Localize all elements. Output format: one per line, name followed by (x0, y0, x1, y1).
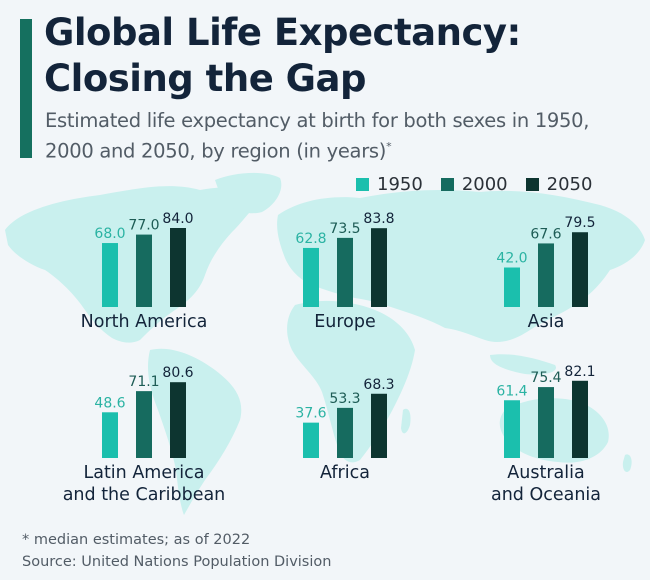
legend-item-1950: 1950 (356, 174, 423, 195)
legend-item-2000: 2000 (440, 174, 508, 195)
footnote-source: Source: United Nations Population Divisi… (22, 554, 332, 570)
page-title: Global Life Expectancy: Closing the Gap (44, 10, 521, 102)
legend-item-2050: 2050 (525, 174, 593, 195)
title-line-1: Global Life Expectancy: (44, 11, 521, 54)
value-label-2000: 75.4 (530, 370, 561, 386)
value-label-1950: 61.4 (496, 383, 527, 399)
legend-swatch-1950 (356, 178, 369, 191)
bar-2000 (337, 407, 353, 458)
region-group-asia: 42.067.679.5 Asia (496, 215, 595, 332)
bar-1950 (102, 243, 118, 307)
footnote-note: * median estimates; as of 2022 (22, 532, 251, 548)
value-label-2000: 77.0 (128, 218, 159, 234)
map-north-america (5, 186, 262, 343)
value-label-2000: 53.3 (329, 391, 360, 407)
subtitle-footnote-marker: * (386, 140, 392, 153)
legend-swatch-2050 (525, 178, 539, 191)
bar-2000 (337, 237, 353, 307)
value-label-2050: 84.0 (162, 211, 193, 227)
chart-legend: 1950 2000 2050 (356, 174, 592, 195)
region-label: Latin America (83, 463, 204, 483)
subtitle-line-2: 2000 and 2050, by region (in years) (45, 139, 387, 163)
region-group-europe: 62.873.583.8 Europe (295, 211, 394, 332)
value-label-2050: 83.8 (363, 211, 394, 227)
value-label-1950: 48.6 (94, 395, 125, 411)
value-label-2050: 80.6 (162, 365, 193, 381)
value-label-1950: 37.6 (295, 406, 326, 422)
bar-2050 (371, 228, 387, 307)
region-label: and Oceania (491, 485, 601, 505)
value-label-1950: 68.0 (94, 226, 125, 242)
value-label-2050: 68.3 (363, 377, 394, 393)
map-madagascar (401, 408, 411, 434)
value-label-2050: 79.5 (564, 215, 595, 231)
bar-2050 (572, 232, 588, 307)
value-label-1950: 62.8 (295, 231, 326, 247)
subtitle: Estimated life expectancy at birth for b… (45, 108, 645, 165)
bar-2050 (170, 382, 186, 458)
bar-2050 (371, 393, 387, 458)
region-label: Australia (507, 463, 584, 483)
map-greenland (215, 172, 282, 214)
legend-label-2050: 2050 (546, 174, 593, 195)
bar-1950 (303, 422, 319, 458)
region-label: and the Caribbean (63, 485, 226, 505)
region-label: Africa (320, 463, 370, 483)
value-label-1950: 42.0 (496, 251, 527, 267)
map-se-asia (490, 354, 556, 375)
bar-2000 (136, 391, 152, 458)
region-label: North America (81, 312, 208, 332)
bar-2000 (538, 243, 554, 307)
bar-1950 (504, 400, 520, 458)
title-accent-bar (20, 19, 32, 158)
value-label-2050: 82.1 (564, 364, 595, 380)
region-group-africa: 37.653.368.3 Africa (295, 377, 394, 483)
bar-2050 (170, 228, 186, 307)
value-label-2000: 71.1 (128, 374, 159, 390)
region-group-north-america: 68.077.0 84.0 North America (81, 211, 208, 332)
bar-2000 (136, 234, 152, 307)
map-new-zealand (622, 454, 632, 473)
legend-swatch-2000 (440, 178, 454, 191)
legend-label-1950: 1950 (377, 174, 423, 195)
bar-2050 (572, 380, 588, 458)
bar-1950 (102, 412, 118, 458)
bar-1950 (303, 247, 319, 307)
value-label-2000: 73.5 (329, 221, 360, 237)
bar-1950 (504, 267, 520, 307)
region-label: Asia (528, 312, 565, 332)
value-label-2000: 67.6 (530, 226, 561, 242)
legend-label-2000: 2000 (461, 174, 508, 195)
bar-2000 (538, 387, 554, 458)
title-line-2: Closing the Gap (44, 57, 367, 100)
footnote: * median estimates; as of 2022 Source: U… (22, 529, 331, 573)
subtitle-line-1: Estimated life expectancy at birth for b… (45, 109, 590, 132)
region-label: Europe (314, 312, 376, 332)
